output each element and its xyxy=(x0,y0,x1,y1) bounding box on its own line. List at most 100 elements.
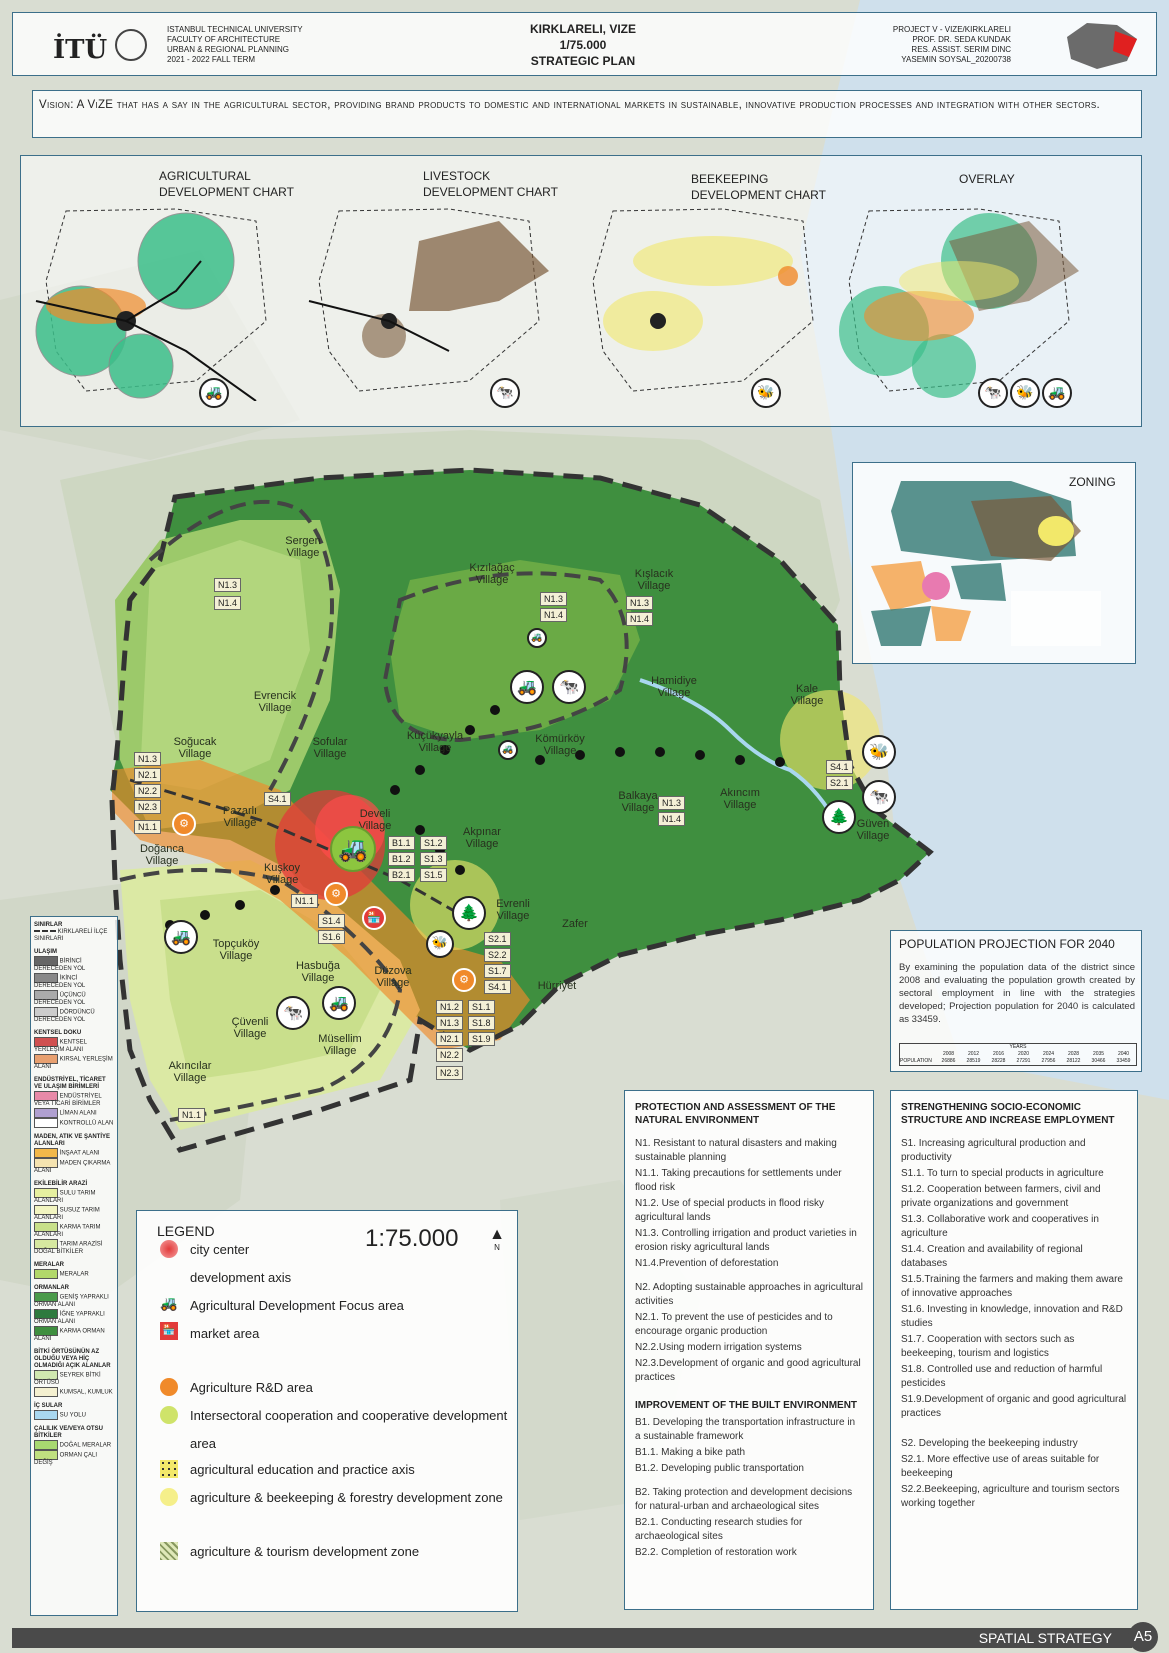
chart-overlay-title: OVERLAY xyxy=(959,172,1015,186)
zoning-panel: ZONING xyxy=(852,462,1136,664)
strategy-tag: N1.1 xyxy=(178,1108,206,1122)
north-arrow-icon: ▲ N xyxy=(489,1226,505,1253)
strategy-tag: N2.1 xyxy=(134,768,162,782)
village-label: Kuşkoy Village xyxy=(263,862,301,886)
charts-panel: AGRICULTURAL DEVELOPMENT CHART LIVESTOCK… xyxy=(20,155,1142,427)
tractor-icon: 🚜 xyxy=(510,670,544,704)
cow-icon: 🐄 xyxy=(552,670,586,704)
chart-livestock-map xyxy=(308,208,549,392)
table-title: YEARS xyxy=(1009,1044,1027,1050)
village-label: Çüvenli Village xyxy=(231,1016,269,1040)
village-label: Kışlacık Village xyxy=(634,568,674,592)
strategy-tag: S1.4 xyxy=(318,914,345,928)
tractor-small-icon: 🚜 xyxy=(498,740,518,760)
vision-body: A ViZE that has a say in the agricultura… xyxy=(76,99,1101,111)
village-label: Sofular Village xyxy=(312,736,348,760)
strategy-tag: S1.6 xyxy=(318,930,345,944)
tourism-zone-swatch xyxy=(160,1542,178,1560)
header-panel: İTÜ ISTANBUL TECHNICAL UNIVERSITY FACULTY… xyxy=(12,12,1157,76)
strategy-tag: N1.3 xyxy=(540,592,568,606)
strategy-tag: B1.2 xyxy=(388,852,415,866)
tree-icon: 🌲 xyxy=(452,896,486,930)
village-label: Evrenli Village xyxy=(496,898,530,922)
zoning-map xyxy=(871,481,1101,646)
sub-boundary-west xyxy=(148,499,334,791)
strategy-tag: N1.3 xyxy=(214,578,242,592)
strategy-tag: S4.1 xyxy=(826,760,853,774)
chart-livestock-cow-icon: 🐄 xyxy=(490,378,520,408)
strategy-tag: N2.3 xyxy=(134,800,162,814)
protection-panel: PROTECTION AND ASSESSMENT OF THE NATURAL… xyxy=(624,1090,874,1610)
rnd-icon: ⚙ xyxy=(172,812,196,836)
cow-icon: 🐄 xyxy=(862,780,896,814)
village-label: Zafer xyxy=(562,918,588,930)
village-label: Kömürköy Village xyxy=(535,733,585,757)
legend-item: Agriculture R&D area xyxy=(190,1380,313,1395)
agri-focus-swatch: 🚜 xyxy=(160,1295,178,1311)
table-row: POPULATION 26886 28519 28228 27291 27956 28… xyxy=(900,1058,1131,1064)
chart-overlay-cow-icon: 🐄 xyxy=(978,378,1008,408)
chart-agri-tractor-icon: 🚜 xyxy=(199,378,229,408)
chart-beekeeping-map xyxy=(592,208,814,392)
strategy-tag: S2.2 xyxy=(484,948,511,962)
footer-bar: SPATIAL STRATEGY xyxy=(12,1628,1132,1648)
legend-item: market area xyxy=(190,1326,260,1341)
legend-title: LEGEND xyxy=(157,1223,215,1239)
legend-item: city center xyxy=(190,1242,250,1257)
strategy-tag: S2.1 xyxy=(826,776,853,790)
village-label: Soğucak Village xyxy=(173,736,217,760)
rnd-icon: ⚙ xyxy=(452,968,476,992)
tractor-icon: 🚜 xyxy=(164,920,198,954)
village-label: Evrencik Village xyxy=(253,690,297,714)
chart-overlay-map xyxy=(839,208,1079,398)
agri-west-inner xyxy=(140,540,310,790)
project-block: PROJECT V - VIZE/KIRKLARELI PROF. DR. SED… xyxy=(892,25,1011,64)
village-label: Topçuköy Village xyxy=(212,938,260,962)
village-label: Sergen Village xyxy=(285,535,321,559)
strategy-tag: S1.1 xyxy=(468,1000,495,1014)
strategy-tag: S1.3 xyxy=(420,852,447,866)
population-table: YEARS 2008 2012 2016 2020 2024 2028 2035 204… xyxy=(899,1043,1137,1066)
strategy-tag: S1.8 xyxy=(468,1016,495,1030)
strategy-tag: N2.2 xyxy=(436,1048,464,1062)
village-label: Balkaya Village xyxy=(618,790,658,814)
tractor-small-icon: 🚜 xyxy=(527,628,547,648)
village-label: Pazarlı Village xyxy=(222,805,258,829)
chart-beekeeping-bee-icon: 🐝 xyxy=(751,378,781,408)
socio-title: STRENGTHENING SOCIO-ECONOMIC STRUCTURE A… xyxy=(901,1102,1115,1126)
strategy-tag: S1.2 xyxy=(420,836,447,850)
village-label: Hürriyet xyxy=(537,980,577,992)
bee-icon: 🐝 xyxy=(426,930,454,958)
population-text: By examining the population data of the … xyxy=(899,962,1135,1025)
chart-beekeeping-title: BEEKEEPING DEVELOPMENT CHART xyxy=(691,172,826,202)
development-axis xyxy=(129,778,471,922)
village-label: Kale Village xyxy=(790,683,824,707)
vision-label: Vision: xyxy=(39,99,74,111)
zoning-title: ZONING xyxy=(1069,475,1116,489)
strategy-tag: S1.9 xyxy=(468,1032,495,1046)
table-row: 2008 2012 2016 2020 2024 2028 2035 2040 xyxy=(942,1051,1130,1057)
page-number-badge: A5 xyxy=(1128,1622,1158,1652)
beekeeping-zone xyxy=(780,690,880,790)
strategy-tag: N1.1 xyxy=(291,894,319,908)
legend-item: agricultural education and practice axis xyxy=(190,1462,415,1477)
village-label: Düzova Village xyxy=(374,965,412,989)
cooperation-swatch xyxy=(160,1406,178,1424)
itu-seal-icon xyxy=(115,29,147,61)
strategy-tag: N2.2 xyxy=(134,784,162,798)
strategy-tag: B2.1 xyxy=(388,868,415,882)
plan-title: KIRKLARELI, VIZE 1/75.000 STRATEGIC PLAN xyxy=(529,22,636,68)
tree-icon: 🌲 xyxy=(822,800,856,834)
strategy-tag: S1.5 xyxy=(420,868,447,882)
orange-zone xyxy=(112,760,530,1050)
vision-panel: Vision: A ViZE that has a say in the agr… xyxy=(32,90,1142,138)
locator-map-icon xyxy=(1067,23,1137,69)
legend-panel: LEGEND 1:75.000 ▲ N xyxy=(136,1210,518,1612)
agri-focus-tractor-icon: 🚜 xyxy=(330,826,376,872)
protection-title: PROTECTION AND ASSESSMENT OF THE NATURAL… xyxy=(635,1102,836,1126)
river xyxy=(639,678,842,831)
sub-boundary-north xyxy=(382,571,629,743)
strategy-tag: N1.4 xyxy=(658,812,686,826)
chart-livestock-title: LIVESTOCK DEVELOPMENT CHART xyxy=(423,169,558,199)
strategy-tag: N1.4 xyxy=(626,612,654,626)
